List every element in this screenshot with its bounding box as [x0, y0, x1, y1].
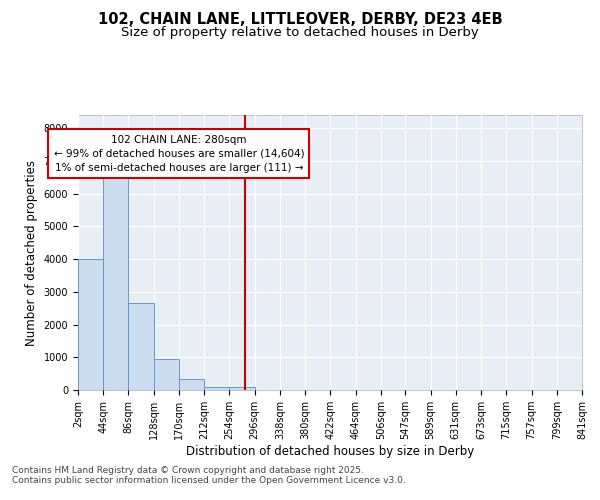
- Bar: [78, 259, 103, 390]
- Y-axis label: Number of detached properties: Number of detached properties: [25, 160, 38, 346]
- Bar: [179, 379, 204, 390]
- Text: Contains HM Land Registry data © Crown copyright and database right 2025.
Contai: Contains HM Land Registry data © Crown c…: [12, 466, 406, 485]
- Bar: [229, 386, 254, 390]
- Bar: [204, 386, 229, 390]
- Text: 102, CHAIN LANE, LITTLEOVER, DERBY, DE23 4EB: 102, CHAIN LANE, LITTLEOVER, DERBY, DE23…: [98, 12, 502, 28]
- Bar: [128, 303, 154, 390]
- Text: Size of property relative to detached houses in Derby: Size of property relative to detached ho…: [121, 26, 479, 39]
- Text: 102 CHAIN LANE: 280sqm
← 99% of detached houses are smaller (14,604)
1% of semi-: 102 CHAIN LANE: 280sqm ← 99% of detached…: [53, 134, 304, 172]
- Bar: [154, 359, 179, 390]
- X-axis label: Distribution of detached houses by size in Derby: Distribution of detached houses by size …: [186, 445, 474, 458]
- Bar: [103, 172, 128, 390]
